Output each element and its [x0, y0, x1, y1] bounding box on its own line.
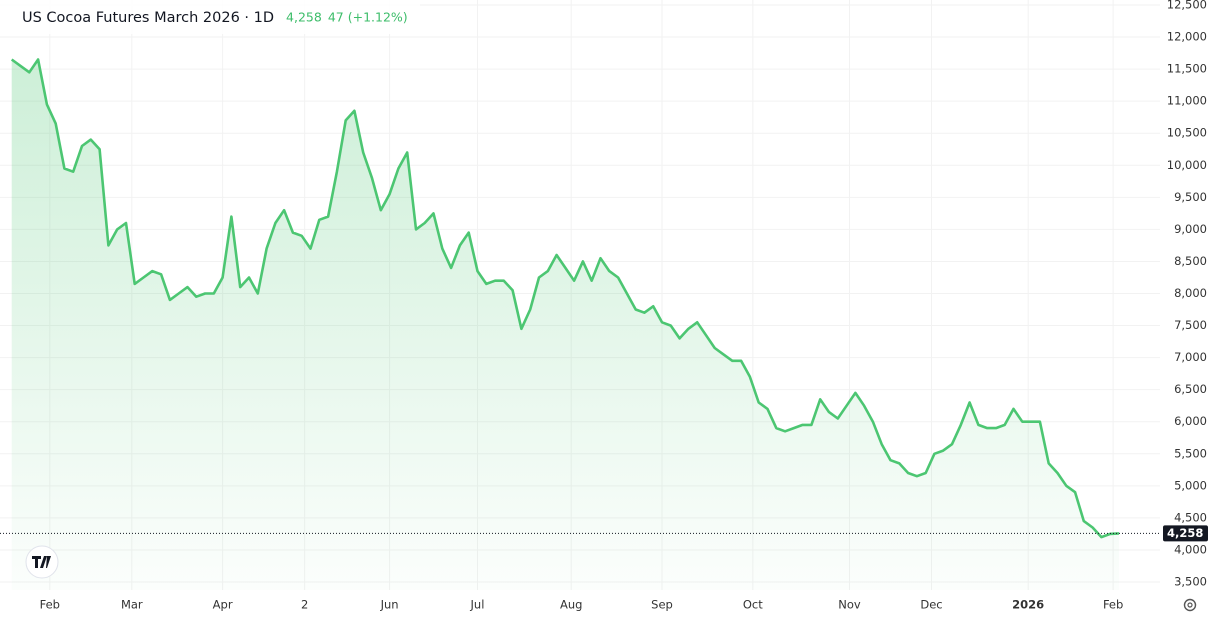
x-tick-label: Dec [920, 598, 942, 612]
tv-logo[interactable] [25, 545, 59, 579]
legend-bg [0, 0, 420, 34]
x-tick-label: Nov [838, 598, 861, 612]
y-tick-label: 10,000 [1167, 158, 1207, 172]
y-tick-label: 6,000 [1174, 414, 1207, 428]
x-tick-label: 2 [301, 598, 308, 612]
y-tick-label: 5,500 [1174, 446, 1207, 460]
last-price-label: 4,258 [1167, 526, 1203, 540]
y-tick-label: 4,000 [1174, 542, 1207, 556]
x-tick-label: Feb [40, 598, 60, 612]
y-tick-label: 8,500 [1174, 254, 1207, 268]
y-tick-label: 3,500 [1174, 575, 1207, 589]
labels: 3,500 4,000 4,500 5,000 5,500 6,000 6,500 7,000… [40, 0, 1208, 612]
x-tick-label: Feb [1103, 598, 1123, 612]
y-tick-label: 4,500 [1174, 510, 1207, 524]
x-tick-label: Mar [121, 598, 143, 612]
x-tick-label: 2026 [1012, 598, 1044, 612]
header-price: 4,258 [286, 10, 322, 25]
x-tick-label: Oct [743, 598, 763, 612]
header-change: 47 [328, 10, 344, 25]
x-tick-label: Jul [470, 598, 485, 612]
y-tick-label: 5,000 [1174, 478, 1207, 492]
header-change-percent: (+1.12%) [348, 10, 408, 25]
y-tick-label: 12,500 [1167, 0, 1207, 12]
x-tick-label: Aug [560, 598, 582, 612]
gear-center[interactable] [1187, 602, 1193, 608]
settings-icon[interactable] [1183, 598, 1197, 612]
y-tick-label: 6,500 [1174, 382, 1207, 396]
price-line [10, 58, 1120, 539]
y-tick-label: 7,000 [1174, 350, 1207, 364]
y-tick-label: 11,500 [1167, 62, 1207, 76]
last-price-badge [1163, 525, 1208, 542]
y-tick-label: 9,500 [1174, 190, 1207, 204]
y-tick-label: 8,000 [1174, 286, 1207, 300]
chart-title: US Cocoa Futures March 2026 · 1D [22, 10, 274, 26]
plot [0, 58, 1160, 590]
logo-mark[interactable] [32, 556, 51, 568]
x-tick-label: Sep [651, 598, 673, 612]
area-fill [11, 59, 1120, 590]
y-tick-label: 12,000 [1167, 30, 1207, 44]
x-tick-label: Apr [213, 598, 233, 612]
y-tick-label: 9,000 [1174, 222, 1207, 236]
y-tick-label: 7,500 [1174, 318, 1207, 332]
gear[interactable] [1183, 598, 1197, 612]
y-tick-label: 11,000 [1167, 94, 1207, 108]
x-tick-label: Jun [380, 598, 399, 612]
y-tick-label: 10,500 [1167, 126, 1207, 140]
